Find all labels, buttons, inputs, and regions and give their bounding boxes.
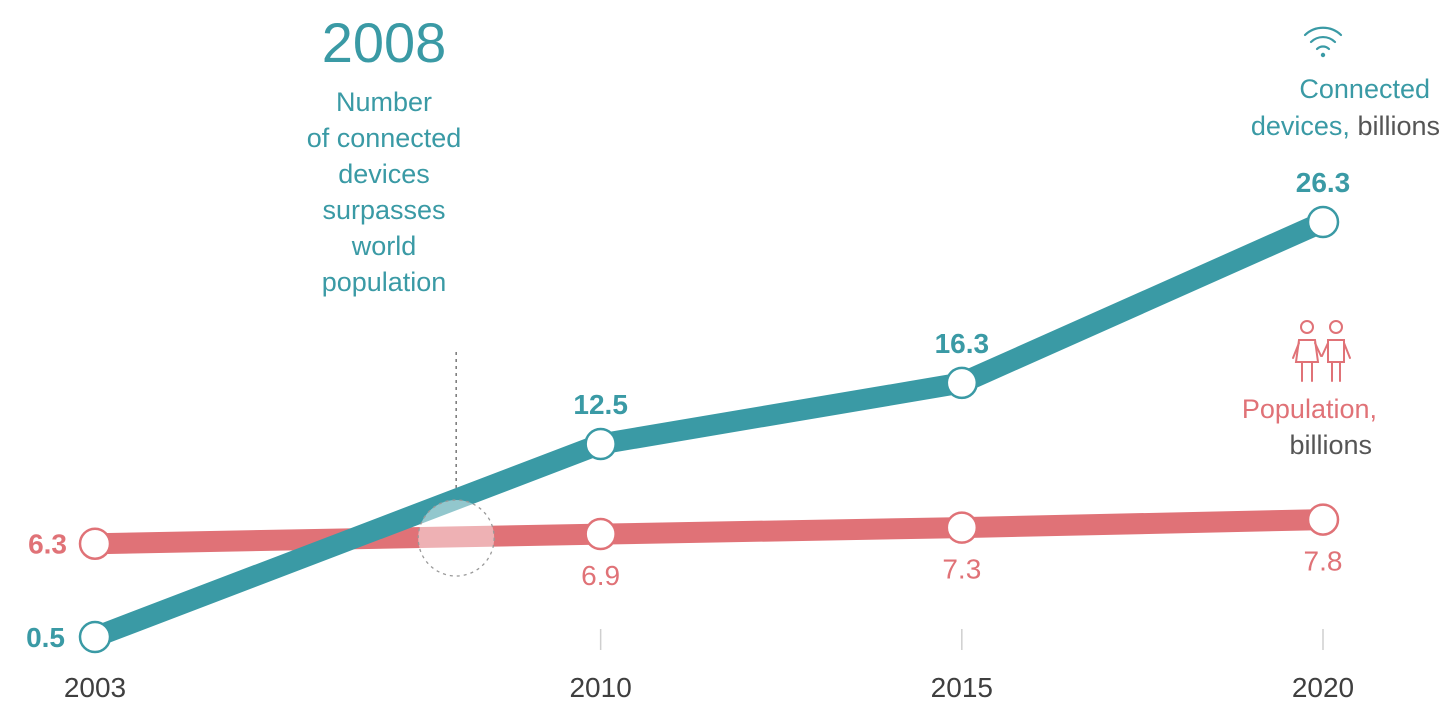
legend-devices-line1: Connected xyxy=(1299,74,1430,104)
annotation-year: 2008 xyxy=(322,11,447,74)
annotation-line: surpasses xyxy=(322,195,445,225)
x-tick-label: 2010 xyxy=(569,672,631,703)
annotation-line: of connected xyxy=(307,123,462,153)
plot-area: 2003 2010 2015 2020 0.5 12.5 16.3 26.3 6.3 6.9 7.3… xyxy=(26,167,1354,703)
x-tick-label: 2020 xyxy=(1292,672,1354,703)
population-point xyxy=(584,517,617,551)
population-data-label: 6.9 xyxy=(581,560,620,591)
devices-data-label: 12.5 xyxy=(573,389,628,420)
legend-devices-unit: billions xyxy=(1357,111,1440,141)
population-data-label: 6.3 xyxy=(28,529,67,560)
annotation-line: devices xyxy=(338,159,430,189)
annotation-text: Number of connected devices surpasses world p… xyxy=(307,87,462,297)
wifi-icon xyxy=(1303,26,1343,58)
population-data-label: 7.8 xyxy=(1304,546,1343,577)
devices-point xyxy=(78,620,112,654)
devices-data-label: 26.3 xyxy=(1296,167,1351,198)
x-tick-label: 2003 xyxy=(64,672,126,703)
series-line-devices xyxy=(84,211,1334,648)
devices-point xyxy=(945,366,979,400)
devices-point xyxy=(584,427,617,461)
annotation-line: world xyxy=(351,231,417,261)
devices-point xyxy=(1306,205,1340,239)
population-point xyxy=(945,511,979,544)
people-icon xyxy=(1292,320,1351,382)
crossing-highlight xyxy=(417,499,495,577)
annotation-line: Number xyxy=(336,87,432,117)
annotation-line: population xyxy=(322,267,447,297)
population-point xyxy=(1306,503,1340,536)
legend-devices-label: devices, xyxy=(1251,111,1350,141)
legend-devices-line2: devices, billions xyxy=(1251,111,1440,141)
population-point xyxy=(78,527,112,560)
population-data-label: 7.3 xyxy=(942,554,981,585)
devices-data-label: 16.3 xyxy=(935,328,990,359)
legend-population-label: Population, xyxy=(1242,394,1377,424)
devices-data-label: 0.5 xyxy=(26,622,65,653)
series-line-population xyxy=(84,509,1334,555)
x-tick-label: 2015 xyxy=(931,672,993,703)
legend-population-unit: billions xyxy=(1289,430,1372,460)
